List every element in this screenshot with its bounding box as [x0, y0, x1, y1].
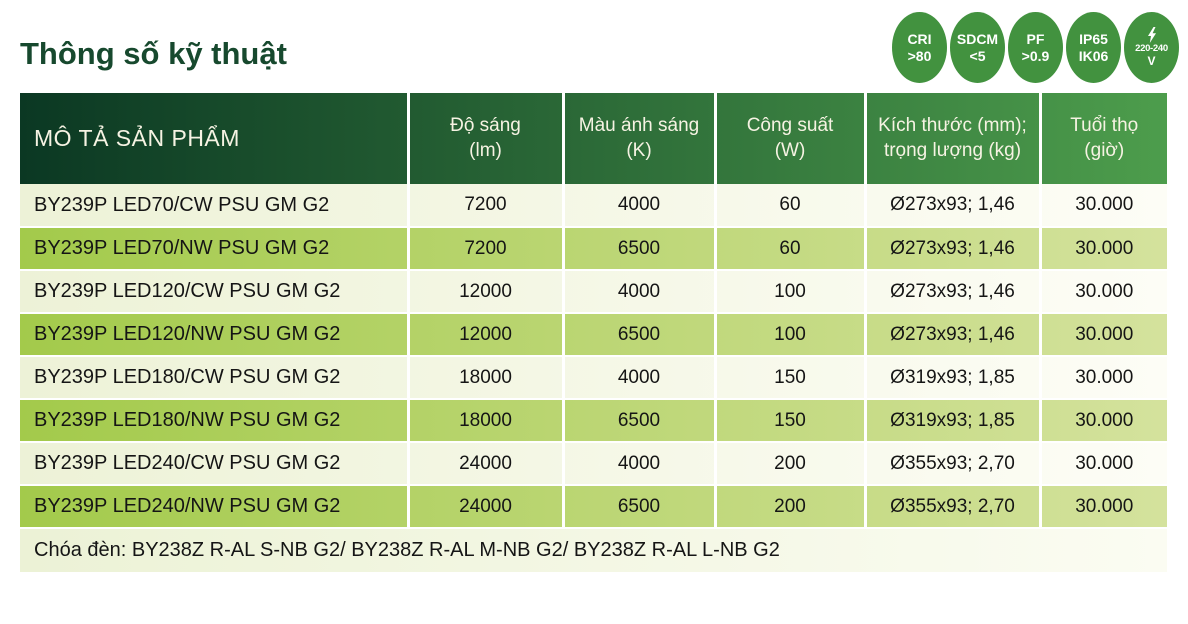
dimensions-cell: Ø273x93; 1,46 [863, 227, 1040, 270]
lifetime-cell: 30.000 [1038, 356, 1167, 399]
column-header-line2: (W) [774, 139, 806, 161]
badge-line1: PF [1026, 31, 1045, 48]
badge-line2: <5 [969, 47, 986, 64]
header-row: MÔ TẢ SẢN PHẨM Độ sáng (lm) Màu ánh sáng (K)… [20, 93, 1167, 184]
product-name-cell: BY239P LED240/NW PSU GM G2 [34, 495, 341, 517]
wattage-cell: 60 [713, 227, 865, 270]
product-name-cell: BY239P LED180/CW PSU GM G2 [34, 366, 341, 388]
lifetime-cell: 30.000 [1038, 442, 1167, 485]
color-temp-cell: 6500 [561, 227, 715, 270]
voltage-badge: 220-240 V [1124, 12, 1179, 83]
column-header-line2: (K) [626, 139, 652, 161]
lumen-cell: 7200 [406, 227, 563, 270]
column-header-2: Màu ánh sáng (K) [561, 93, 715, 184]
product-name-cell: BY239P LED70/CW PSU GM G2 [34, 193, 330, 216]
column-header-line1: Kích thước (mm); [878, 114, 1027, 136]
column-header-line2: trọng lượng (kg) [883, 139, 1022, 161]
column-header-line1: MÔ TẢ SẢN PHẨM [34, 124, 240, 151]
table-row: BY239P LED120/NW PSU GM G2 12000 6500 100 Ø2… [20, 313, 1167, 356]
table-row: BY239P LED70/CW PSU GM G2 7200 4000 60 Ø273x… [20, 184, 1167, 227]
color-temp-cell: 6500 [561, 399, 715, 442]
table-row: BY239P LED120/CW PSU GM G2 12000 4000 100 Ø2… [20, 270, 1167, 313]
pf-badge: PF >0.9 [1008, 12, 1063, 83]
column-header-0: MÔ TẢ SẢN PHẨM [20, 93, 408, 184]
lifetime-cell: 30.000 [1038, 270, 1167, 313]
color-temp-cell: 4000 [561, 270, 715, 313]
spec-table: MÔ TẢ SẢN PHẨM Độ sáng (lm) Màu ánh sáng (K)… [20, 93, 1167, 572]
product-name-cell: BY239P LED180/NW PSU GM G2 [34, 409, 341, 431]
wattage-cell: 100 [713, 270, 865, 313]
dimensions-cell: Ø319x93; 1,85 [863, 356, 1040, 399]
spec-table-body: BY239P LED70/CW PSU GM G2 7200 4000 60 Ø273x… [20, 184, 1167, 528]
dimensions-cell: Ø355x93; 2,70 [863, 485, 1040, 528]
lifetime-cell: 30.000 [1038, 184, 1167, 227]
dimensions-cell: Ø273x93; 1,46 [863, 313, 1040, 356]
color-temp-cell: 6500 [561, 313, 715, 356]
table-row: BY239P LED180/NW PSU GM G2 18000 6500 150 Ø3… [20, 399, 1167, 442]
column-header-5: Tuổi thọ (giờ) [1038, 93, 1167, 184]
table-row: BY239P LED180/CW PSU GM G2 18000 4000 150 Ø3… [20, 356, 1167, 399]
reflector-note: Chóa đèn: BY238Z R-AL S-NB G2/ BY238Z R-… [34, 539, 780, 561]
column-header-1: Độ sáng (lm) [406, 93, 563, 184]
badge-line1: SDCM [956, 31, 999, 48]
lightning-icon [1147, 26, 1156, 43]
lumen-cell: 12000 [406, 313, 563, 356]
color-temp-cell: 4000 [561, 184, 715, 227]
badge-line1: IP65 [1079, 31, 1108, 48]
color-temp-cell: 4000 [561, 356, 715, 399]
product-name-cell: BY239P LED120/CW PSU GM G2 [34, 280, 341, 302]
product-name-cell: BY239P LED240/CW PSU GM G2 [34, 452, 341, 474]
column-header-4: Kích thước (mm); trọng lượng (kg) [863, 93, 1040, 184]
lumen-cell: 24000 [406, 442, 563, 485]
page-title: Thông số kỹ thuật [20, 36, 287, 71]
lifetime-cell: 30.000 [1038, 399, 1167, 442]
wattage-cell: 200 [713, 485, 865, 528]
column-header-3: Công suất (W) [713, 93, 865, 184]
wattage-cell: 60 [713, 184, 865, 227]
wattage-cell: 200 [713, 442, 865, 485]
cri-badge: CRI >80 [892, 12, 947, 83]
badge-line2: >0.9 [1021, 47, 1050, 64]
badge-line1: 220-240 [1135, 42, 1168, 54]
table-row: BY239P LED240/NW PSU GM G2 24000 6500 200 Ø3… [20, 485, 1167, 528]
sdcm-badge: SDCM <5 [950, 12, 1005, 83]
dimensions-cell: Ø273x93; 1,46 [863, 184, 1040, 227]
lifetime-cell: 30.000 [1038, 485, 1167, 528]
table-row: BY239P LED240/CW PSU GM G2 24000 4000 200 Ø3… [20, 442, 1167, 485]
dimensions-cell: Ø319x93; 1,85 [863, 399, 1040, 442]
table-row: BY239P LED70/NW PSU GM G2 7200 6500 60 Ø273x… [20, 227, 1167, 270]
footer-row: Chóa đèn: BY238Z R-AL S-NB G2/ BY238Z R-… [20, 528, 1167, 572]
color-temp-cell: 4000 [561, 442, 715, 485]
column-header-line2: (giờ) [1084, 139, 1125, 161]
column-header-line1: Độ sáng [450, 114, 521, 136]
wattage-cell: 100 [713, 313, 865, 356]
column-header-line1: Tuổi thọ [1070, 114, 1139, 136]
badge-line2: >80 [907, 47, 932, 64]
column-header-line1: Màu ánh sáng [578, 114, 700, 136]
wattage-cell: 150 [713, 399, 865, 442]
column-header-line2: (lm) [469, 139, 502, 161]
badge-line2: IK06 [1078, 47, 1109, 64]
lifetime-cell: 30.000 [1038, 313, 1167, 356]
lumen-cell: 24000 [406, 485, 563, 528]
product-name-cell: BY239P LED120/NW PSU GM G2 [34, 323, 341, 345]
wattage-cell: 150 [713, 356, 865, 399]
lumen-cell: 7200 [406, 184, 563, 227]
dimensions-cell: Ø273x93; 1,46 [863, 270, 1040, 313]
badge-line2: V [1147, 53, 1156, 68]
lifetime-cell: 30.000 [1038, 227, 1167, 270]
certification-badges: CRI >80 SDCM <5 PF >0.9 IP65 IK06 220-240 V [892, 12, 1179, 83]
spec-table-header: MÔ TẢ SẢN PHẨM Độ sáng (lm) Màu ánh sáng (K)… [20, 93, 1167, 184]
ip-ik-badge: IP65 IK06 [1066, 12, 1121, 83]
badge-line1: CRI [907, 31, 932, 48]
dimensions-cell: Ø355x93; 2,70 [863, 442, 1040, 485]
lumen-cell: 18000 [406, 399, 563, 442]
lumen-cell: 18000 [406, 356, 563, 399]
column-header-line1: Công suất [746, 114, 834, 136]
lumen-cell: 12000 [406, 270, 563, 313]
color-temp-cell: 6500 [561, 485, 715, 528]
product-name-cell: BY239P LED70/NW PSU GM G2 [34, 237, 330, 259]
